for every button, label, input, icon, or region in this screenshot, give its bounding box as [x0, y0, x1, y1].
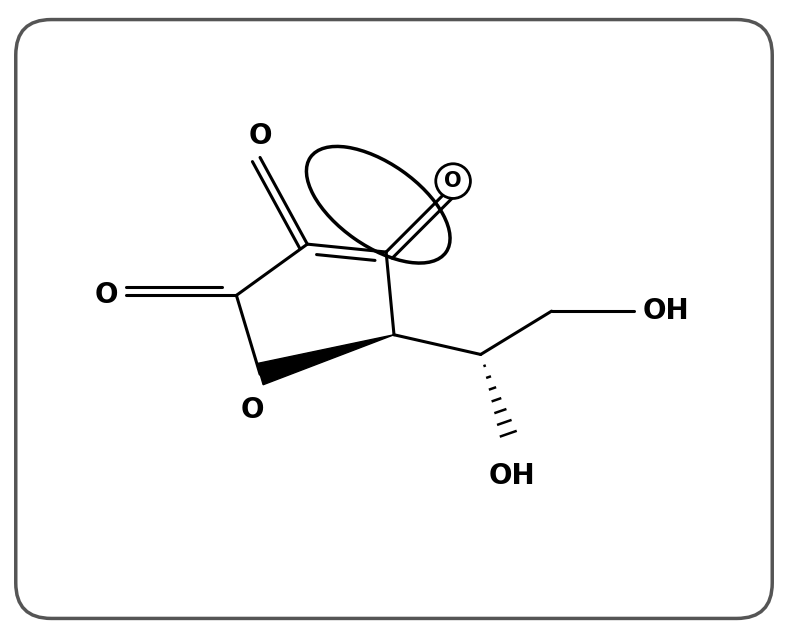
- Polygon shape: [257, 335, 394, 385]
- Text: O: O: [248, 122, 272, 149]
- Text: O: O: [444, 171, 462, 191]
- Text: O: O: [95, 281, 118, 309]
- Circle shape: [436, 164, 470, 198]
- Text: O: O: [240, 396, 264, 424]
- Text: OH: OH: [489, 463, 536, 491]
- Text: OH: OH: [642, 297, 689, 325]
